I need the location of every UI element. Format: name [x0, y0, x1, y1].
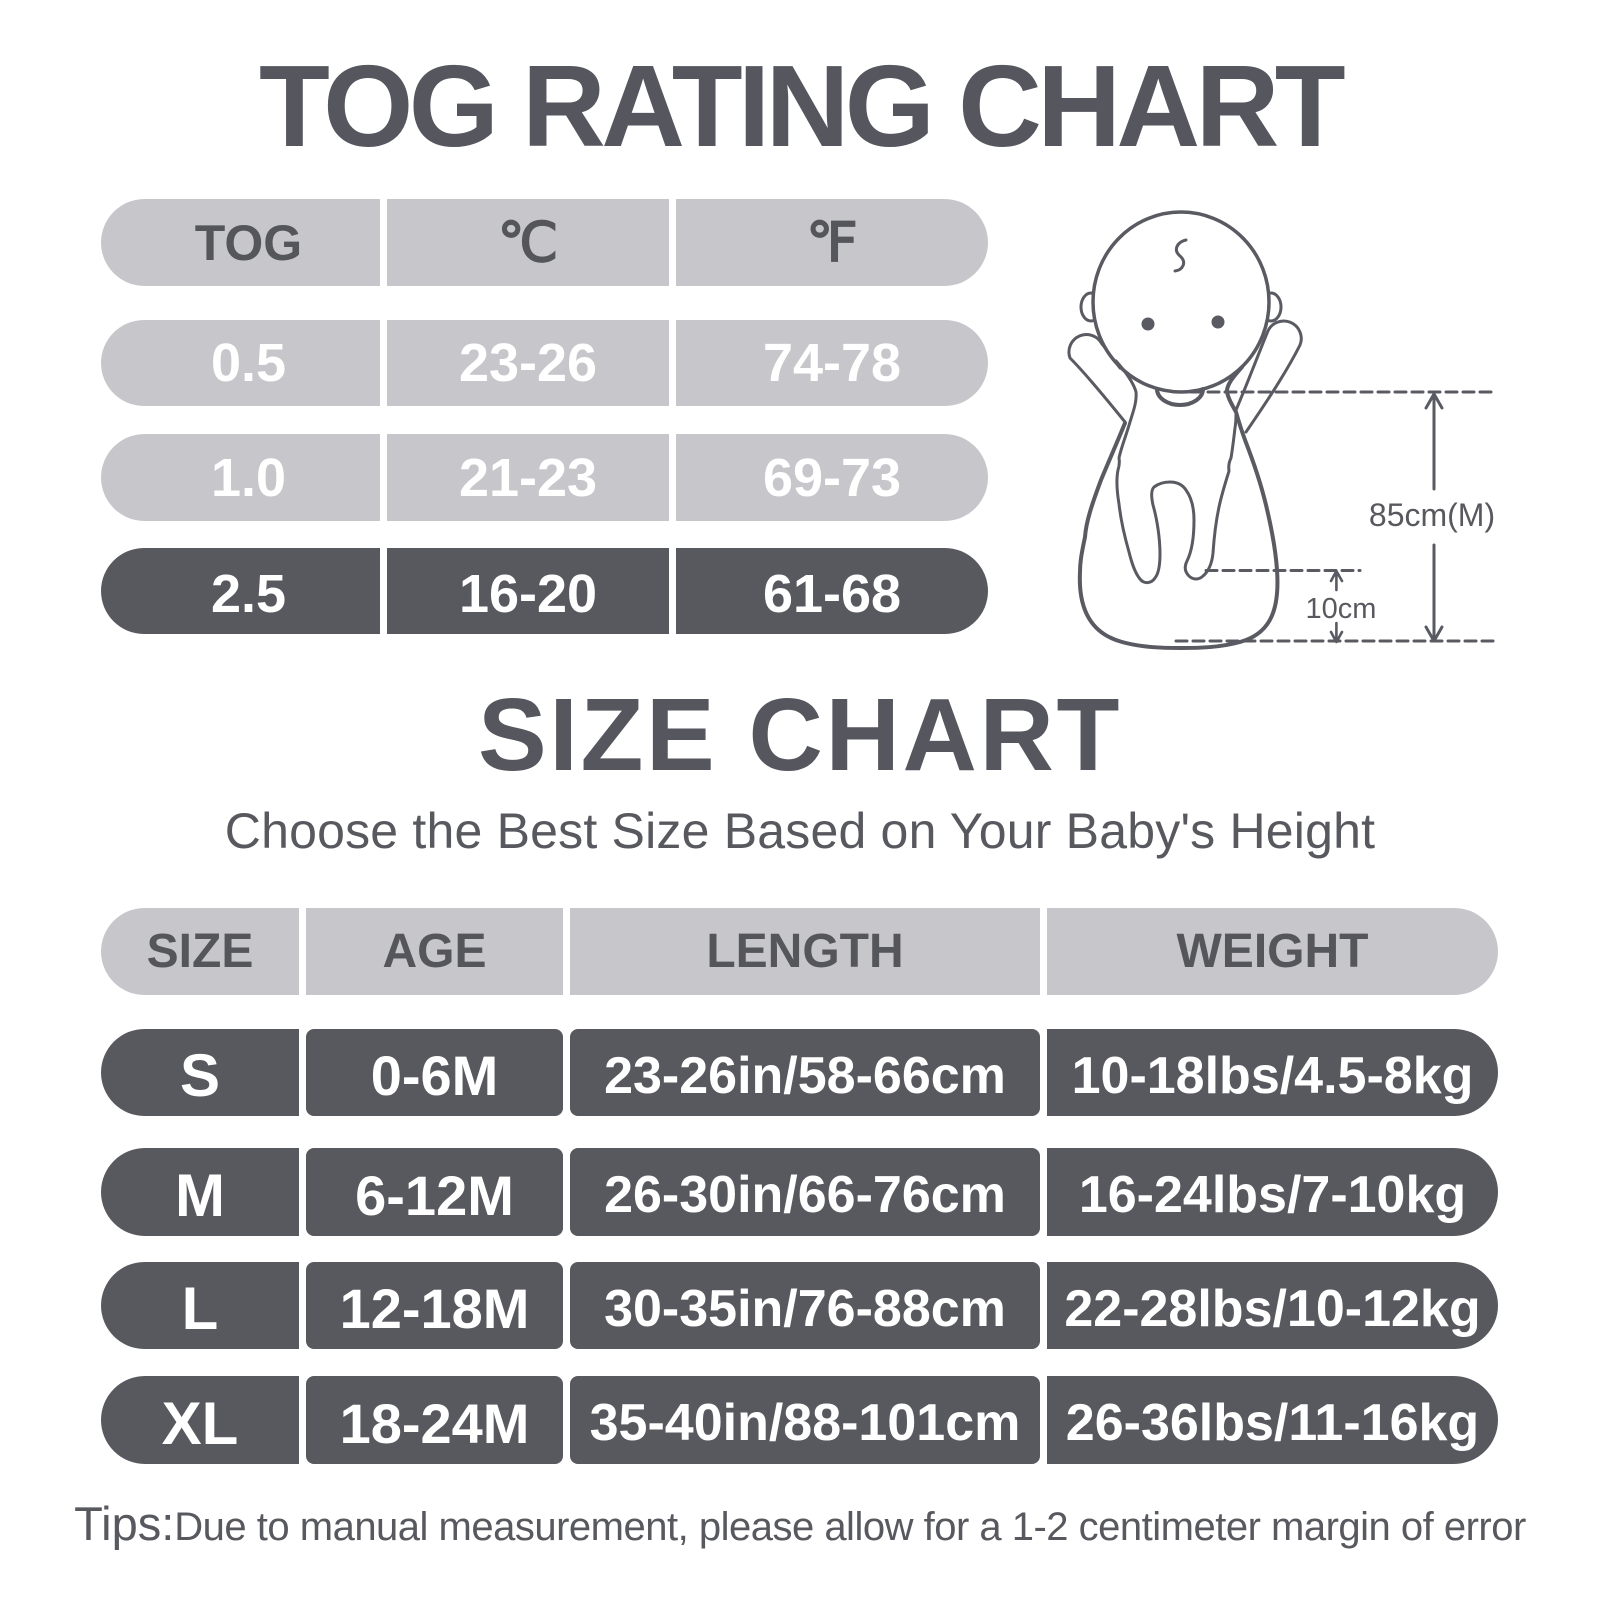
svg-text:10cm: 10cm	[1306, 593, 1377, 625]
svg-text:85cm(M): 85cm(M)	[1369, 497, 1495, 533]
